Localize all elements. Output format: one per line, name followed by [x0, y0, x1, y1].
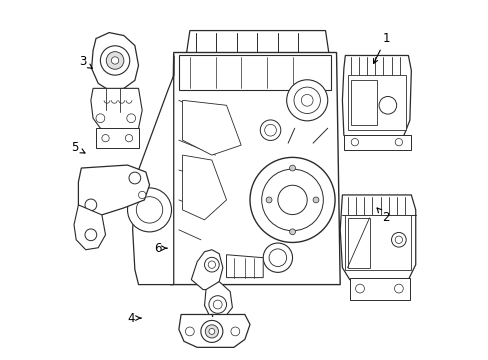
Circle shape [204, 257, 219, 272]
Polygon shape [78, 165, 149, 218]
Circle shape [350, 139, 358, 146]
Circle shape [208, 261, 215, 268]
Polygon shape [182, 155, 226, 220]
Circle shape [261, 169, 323, 231]
Circle shape [289, 229, 295, 235]
Polygon shape [226, 255, 263, 278]
Circle shape [312, 197, 318, 203]
Text: 3: 3 [79, 55, 92, 68]
Circle shape [263, 243, 292, 273]
Circle shape [394, 139, 402, 146]
Circle shape [277, 185, 306, 215]
Circle shape [85, 229, 97, 240]
Circle shape [129, 172, 141, 184]
Polygon shape [170, 53, 340, 285]
Circle shape [126, 114, 135, 123]
Circle shape [111, 57, 119, 64]
Polygon shape [349, 278, 409, 300]
Polygon shape [347, 218, 369, 268]
Text: 4: 4 [127, 311, 141, 325]
Circle shape [106, 52, 123, 69]
Polygon shape [340, 195, 415, 280]
Circle shape [138, 191, 145, 199]
Circle shape [268, 249, 286, 266]
Polygon shape [350, 80, 376, 125]
Text: 1: 1 [373, 32, 389, 63]
Circle shape [394, 284, 403, 293]
Circle shape [289, 165, 295, 171]
Circle shape [205, 325, 218, 338]
Polygon shape [186, 31, 328, 55]
Circle shape [355, 284, 364, 293]
Circle shape [100, 46, 129, 75]
Circle shape [249, 157, 334, 242]
Circle shape [213, 300, 222, 309]
Polygon shape [343, 135, 410, 150]
Circle shape [301, 94, 312, 106]
Polygon shape [91, 88, 142, 135]
Circle shape [264, 124, 276, 136]
Polygon shape [204, 282, 232, 319]
Text: 5: 5 [71, 141, 85, 154]
Polygon shape [191, 250, 223, 289]
Circle shape [293, 87, 320, 113]
Circle shape [127, 188, 171, 232]
Circle shape [125, 135, 132, 142]
Circle shape [136, 197, 163, 223]
Polygon shape [179, 55, 330, 90]
Polygon shape [132, 55, 173, 285]
Circle shape [201, 320, 223, 342]
Circle shape [260, 120, 280, 140]
Circle shape [102, 135, 109, 142]
Polygon shape [96, 128, 138, 148]
Polygon shape [91, 32, 138, 90]
Circle shape [230, 327, 239, 336]
Circle shape [96, 114, 104, 123]
Polygon shape [179, 315, 249, 347]
Circle shape [391, 233, 406, 247]
Circle shape [185, 327, 194, 336]
Circle shape [378, 96, 396, 114]
Circle shape [208, 328, 214, 334]
Circle shape [394, 236, 402, 243]
Polygon shape [345, 215, 410, 270]
Circle shape [286, 80, 327, 121]
Text: 6: 6 [154, 242, 167, 255]
Polygon shape [74, 205, 105, 250]
Text: 2: 2 [376, 208, 389, 224]
Polygon shape [342, 55, 410, 148]
Polygon shape [182, 100, 241, 155]
Circle shape [208, 296, 226, 313]
Circle shape [265, 197, 271, 203]
Circle shape [85, 199, 97, 211]
Polygon shape [347, 75, 406, 130]
